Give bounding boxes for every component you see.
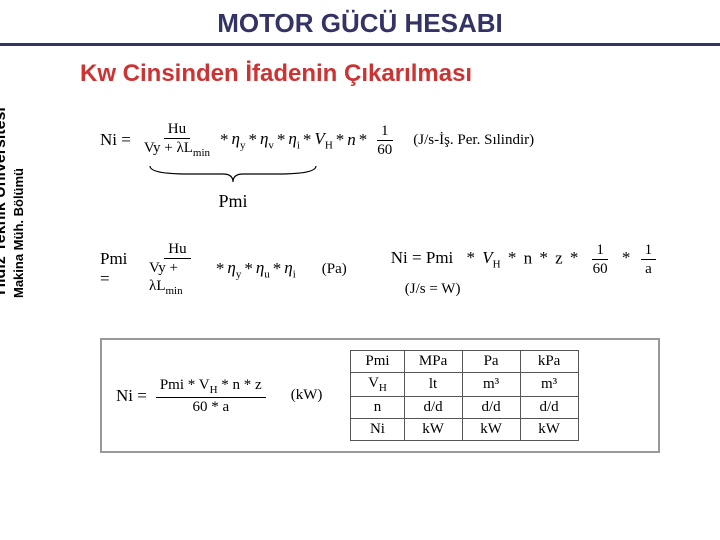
- table-row: NikWkWkW: [351, 419, 578, 441]
- table-cell: Ni: [351, 419, 404, 441]
- eq2b-note: (J/s = W): [405, 281, 461, 297]
- table-cell: d/d: [520, 397, 578, 419]
- equation-2-row: Pmi = Hu Vy + λLmin * ηy * ηu * ηi (Pa) …: [100, 240, 690, 298]
- table-cell: d/d: [462, 397, 520, 419]
- boxed-result: Ni = Pmi * VH * n * z 60 * a (kW) PmiMPa…: [100, 338, 660, 453]
- brace-icon: [148, 164, 318, 184]
- table-row: VHltm³m³: [351, 373, 578, 397]
- table-cell: kPa: [520, 351, 578, 373]
- table-cell: lt: [404, 373, 462, 397]
- eq1-fraction: Hu Vy + λLmin: [140, 120, 214, 160]
- brace: Pmi: [148, 164, 318, 212]
- header: MOTOR GÜCÜ HESABI: [0, 0, 720, 46]
- table-cell: kW: [462, 419, 520, 441]
- table-cell: n: [351, 397, 404, 419]
- page-title: MOTOR GÜCÜ HESABI: [0, 8, 720, 39]
- table-row: nd/dd/dd/d: [351, 397, 578, 419]
- eq1-lhs: Ni =: [100, 130, 131, 150]
- unit-table: PmiMPaPakPaVHltm³m³nd/dd/dd/dNikWkWkW: [350, 350, 578, 441]
- table-cell: kW: [520, 419, 578, 441]
- table-cell: m³: [520, 373, 578, 397]
- table-cell: d/d: [404, 397, 462, 419]
- sidebar-main: Yıldız Teknik Üniversitesi: [0, 107, 9, 298]
- table-row: PmiMPaPakPa: [351, 351, 578, 373]
- table-cell: m³: [462, 373, 520, 397]
- sidebar-label: Yıldız Teknik Üniversitesi Makina Müh. B…: [0, 107, 28, 298]
- eq1-note: (J/s-İş. Per. Sılindir): [413, 132, 534, 149]
- table-cell: Pa: [462, 351, 520, 373]
- eq1-tail-fraction: 1 60: [373, 122, 396, 159]
- table-cell: MPa: [404, 351, 462, 373]
- equation-1: Ni = Hu Vy + λLmin * ηy * ηv * ηi * VH *…: [100, 120, 690, 160]
- equation-2b: Ni = Pmi * VH * n * z * 1 60 * 1 a (J/s …: [391, 241, 690, 298]
- eq2a-lhs: Pmi =: [100, 249, 136, 289]
- subtitle: Kw Cinsinden İfadenin Çıkarılması: [80, 60, 720, 88]
- table-cell: kW: [404, 419, 462, 441]
- eq2a-fraction: Hu Vy + λLmin: [145, 240, 210, 298]
- boxed-note: (kW): [291, 387, 323, 404]
- content: Ni = Hu Vy + λLmin * ηy * ηv * ηi * VH *…: [100, 120, 690, 453]
- eq2a-note: (Pa): [322, 261, 347, 278]
- brace-label: Pmi: [148, 191, 318, 212]
- table-cell: VH: [351, 373, 404, 397]
- table-cell: Pmi: [351, 351, 404, 373]
- sidebar-sub: Makina Müh. Bölümü: [11, 168, 26, 298]
- boxed-equation: Ni = Pmi * VH * n * z 60 * a (kW): [116, 376, 322, 416]
